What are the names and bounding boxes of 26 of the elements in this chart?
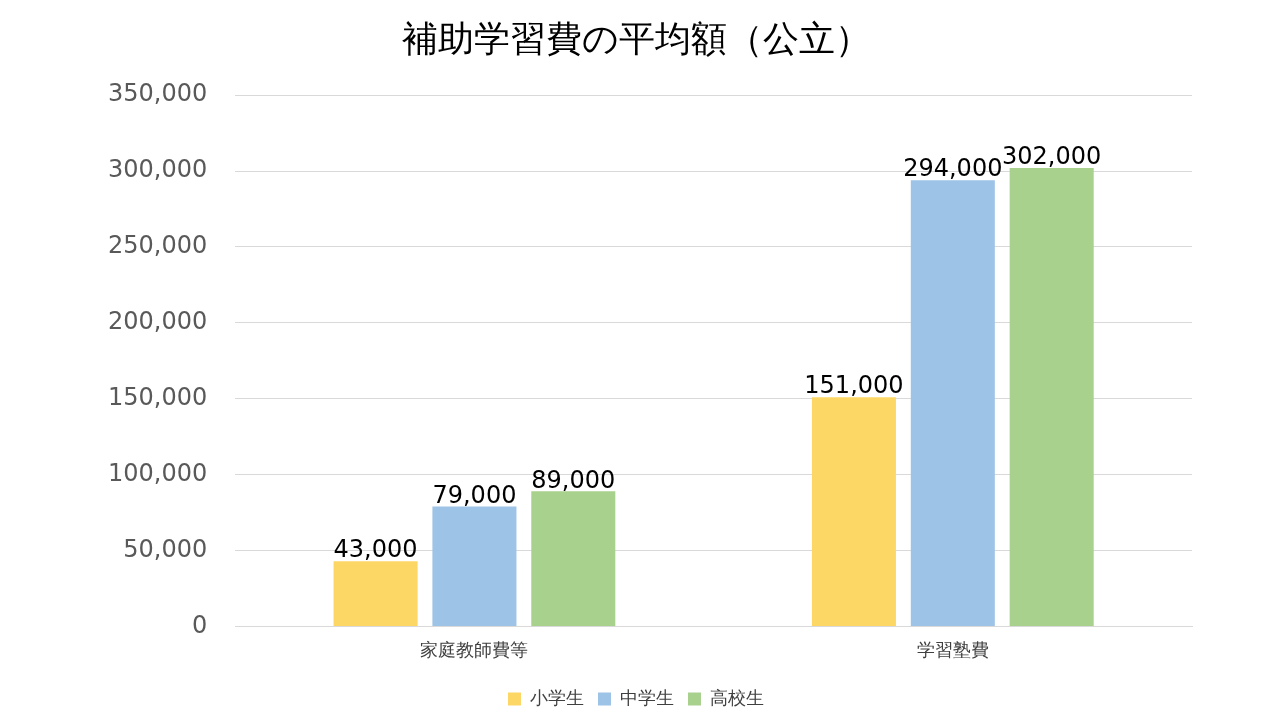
data-label: 79,000 (432, 480, 517, 509)
data-label: 43,000 (333, 535, 418, 564)
bar (1009, 168, 1094, 626)
y-tick-label: 350,000 (108, 79, 208, 108)
chart-title: 補助学習費の平均額（公立） (401, 17, 871, 59)
y-tick-label: 0 (191, 610, 208, 639)
x-tick-label: 学習塾費 (916, 638, 989, 660)
data-label: 151,000 (804, 371, 904, 400)
bar (811, 397, 896, 626)
bar (910, 180, 995, 626)
data-label: 302,000 (1002, 142, 1102, 171)
bar (531, 491, 616, 626)
bar (333, 561, 418, 626)
legend-label: 中学生 (620, 686, 674, 708)
data-label: 89,000 (531, 465, 616, 494)
bar (432, 506, 517, 626)
legend-label: 小学生 (530, 686, 584, 708)
y-tick-label: 300,000 (108, 155, 208, 184)
y-tick-label: 250,000 (108, 231, 208, 260)
y-tick-label: 150,000 (108, 382, 208, 411)
y-tick-label: 100,000 (108, 458, 208, 487)
legend-label: 高校生 (710, 686, 764, 708)
x-tick-label: 家庭教師費等 (420, 638, 529, 660)
data-label: 294,000 (903, 154, 1003, 183)
y-tick-label: 50,000 (123, 534, 208, 563)
y-tick-label: 200,000 (108, 307, 208, 336)
